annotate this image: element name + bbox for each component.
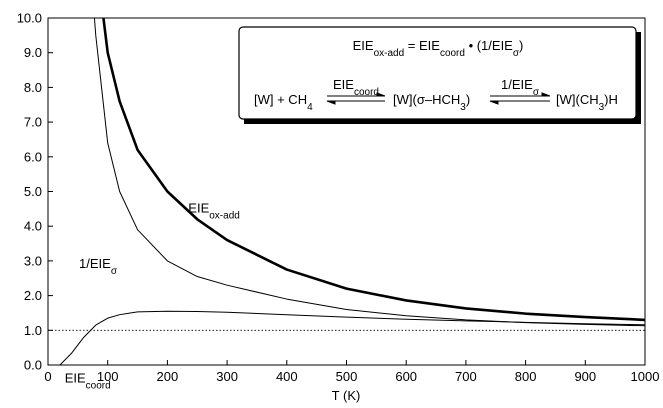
x-tick-label: 0: [44, 369, 51, 384]
arrow-label: EIEcoord: [333, 77, 379, 98]
x-tick-label: 600: [395, 369, 417, 384]
x-tick-label: 800: [515, 369, 537, 384]
series-label-part: EIE: [65, 370, 86, 385]
series-label: 1/EIEσ: [79, 256, 118, 277]
x-tick-label: 400: [276, 369, 298, 384]
arrow-label-part: 1/EIE: [501, 77, 533, 92]
annotation-box: [238, 26, 641, 124]
series-label: EIEox-add: [188, 200, 240, 221]
series-line: [59, 310, 645, 365]
equation-part: σ: [513, 48, 520, 59]
equation: EIEox-add = EIEcoord • (1/EIEσ): [353, 38, 524, 59]
y-tick-label: 8.0: [24, 80, 42, 95]
species: [W](σ–HCH3): [393, 92, 470, 113]
x-tick-label: 900: [574, 369, 596, 384]
species-part: 4: [307, 102, 313, 113]
species: [W] + CH4: [254, 92, 313, 113]
arrow-label-part: EIE: [333, 77, 354, 92]
plot-area: [48, 18, 645, 365]
arrow-label-part: σ: [533, 87, 540, 98]
x-tick-label: 300: [216, 369, 238, 384]
species-part: [W](CH: [556, 92, 599, 107]
species-part: ): [466, 92, 470, 107]
equation-part: = EIE: [404, 38, 440, 53]
y-tick-label: 3.0: [24, 253, 42, 268]
y-tick-label: 5.0: [24, 184, 42, 199]
y-tick-label: 9.0: [24, 45, 42, 60]
x-tick-label: 200: [157, 369, 179, 384]
arrow-label-part: coord: [354, 87, 379, 98]
series-label: EIEcoord: [65, 370, 111, 391]
series-label-part: ox-add: [209, 210, 240, 221]
equation-part: ): [519, 38, 523, 53]
series-label-part: EIE: [188, 200, 209, 215]
x-tick-label: 700: [455, 369, 477, 384]
species: [W](CH3)H: [556, 92, 618, 113]
y-tick-label: 6.0: [24, 149, 42, 164]
x-tick-label: 100: [97, 369, 119, 384]
x-tick-label: 1000: [631, 369, 660, 384]
y-tick-label: 7.0: [24, 115, 42, 130]
y-tick-label: 0.0: [24, 358, 42, 373]
y-tick-label: 10.0: [17, 11, 42, 26]
series-label-part: 1/EIE: [79, 256, 111, 271]
species-part: [W] + CH: [254, 92, 307, 107]
series-label-part: σ: [111, 265, 118, 276]
equation-part: ox-add: [374, 48, 405, 59]
y-tick-label: 4.0: [24, 219, 42, 234]
species-part: 3: [460, 102, 466, 113]
species-part: )H: [604, 92, 618, 107]
x-axis-label: T (K): [332, 388, 361, 403]
y-tick-label: 1.0: [24, 323, 42, 338]
arrows: [326, 92, 551, 105]
series-line: [102, 18, 645, 322]
species-part: 3: [599, 102, 605, 113]
species-part: [W](σ–HCH: [393, 92, 460, 107]
arrow-label: 1/EIEσ: [501, 77, 540, 98]
x-tick-label: 500: [336, 369, 358, 384]
equation-part: coord: [440, 48, 465, 59]
y-tick-label: 2.0: [24, 288, 42, 303]
equation-part: EIE: [353, 38, 374, 53]
series-label-part: coord: [86, 380, 111, 391]
equation-part: • (1/EIE: [465, 38, 513, 53]
